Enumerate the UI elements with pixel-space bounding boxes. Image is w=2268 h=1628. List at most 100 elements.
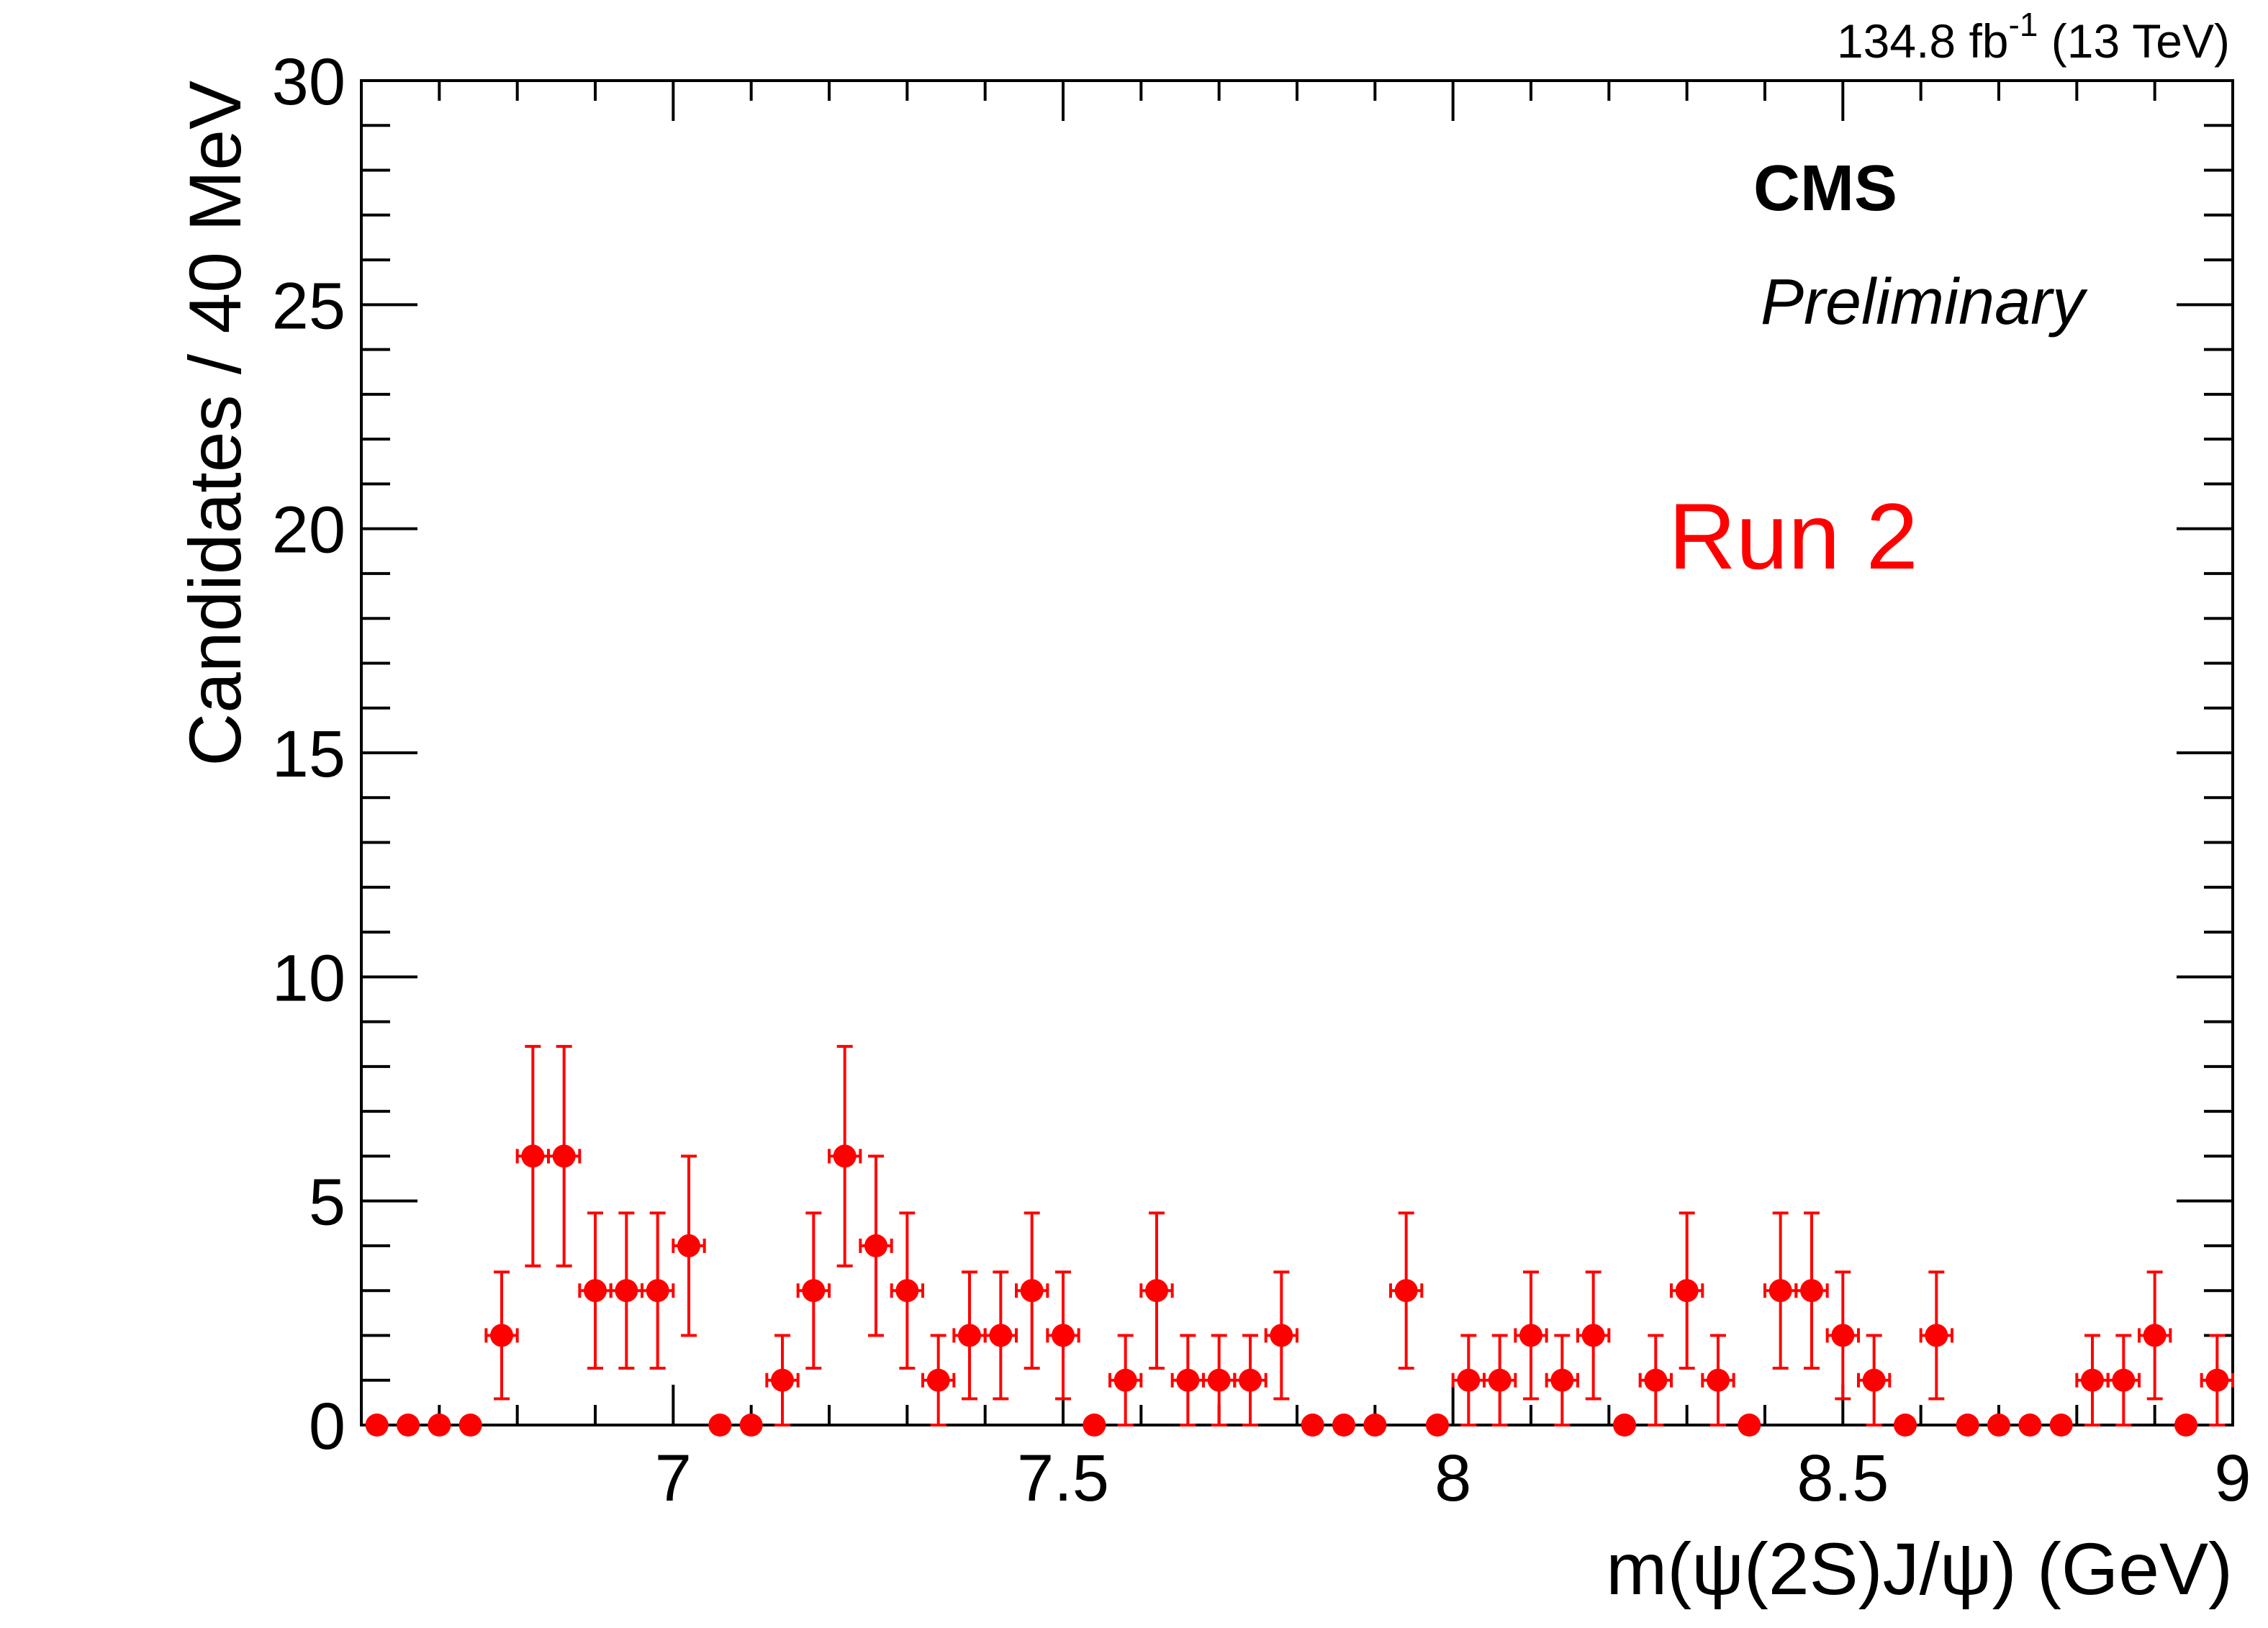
data-marker (1581, 1324, 1605, 1347)
data-marker (1987, 1414, 2010, 1437)
data-point (2138, 1270, 2172, 1401)
data-point (1108, 1334, 1143, 1426)
data-marker (1394, 1279, 1418, 1303)
y-tick-label: 30 (272, 45, 345, 119)
data-marker (1301, 1414, 1324, 1437)
lumi-superscript: -1 (2009, 6, 2038, 43)
x-tick-label: 7 (655, 1442, 692, 1515)
x-tick-label: 7.5 (1017, 1442, 1109, 1515)
data-marker (1052, 1324, 1075, 1347)
data-marker (584, 1279, 607, 1303)
data-point (1363, 1414, 1387, 1437)
data-marker (1426, 1414, 1449, 1437)
data-point (2049, 1414, 2073, 1437)
y-tick-label: 5 (309, 1166, 345, 1239)
data-marker (677, 1234, 700, 1257)
data-marker (802, 1279, 826, 1303)
data-point (515, 1044, 550, 1267)
data-point (1015, 1211, 1049, 1370)
x-tick-label: 8 (1435, 1442, 1471, 1515)
data-point (1451, 1334, 1486, 1426)
data-point (609, 1211, 643, 1370)
data-point (1576, 1270, 1611, 1401)
data-point (765, 1334, 800, 1426)
data-point (1389, 1211, 1424, 1370)
data-point (1545, 1334, 1579, 1426)
data-marker (1613, 1414, 1636, 1437)
data-marker (521, 1144, 545, 1168)
data-point (1763, 1211, 1798, 1370)
data-marker (1488, 1368, 1512, 1392)
data-point (428, 1414, 451, 1437)
data-point (921, 1334, 956, 1426)
data-marker (1519, 1324, 1542, 1347)
data-point (983, 1270, 1018, 1401)
data-point (641, 1211, 675, 1370)
y-tick-label: 25 (272, 269, 345, 343)
y-axis-title: Candidates / 40 MeV (174, 81, 256, 766)
data-marker (2205, 1368, 2229, 1392)
y-tick-label: 20 (272, 494, 345, 567)
data-point (484, 1270, 519, 1401)
status-label: Preliminary (1761, 266, 2088, 338)
data-point (2018, 1414, 2042, 1437)
data-marker (1707, 1368, 1730, 1392)
data-point (2200, 1334, 2234, 1426)
data-point (2075, 1334, 2110, 1426)
data-marker (2081, 1368, 2104, 1392)
data-point (1987, 1414, 2010, 1437)
data-point (2106, 1334, 2141, 1426)
data-marker (428, 1414, 451, 1437)
x-tick-label: 8.5 (1797, 1442, 1889, 1515)
data-point (1670, 1211, 1704, 1370)
axis-ticks-group: 7 7.5 8 8.5 9 0 5 10 15 20 25 30 (272, 45, 2251, 1515)
data-point (739, 1414, 763, 1437)
data-marker (989, 1324, 1013, 1347)
data-point (890, 1211, 924, 1370)
data-marker (1894, 1414, 1917, 1437)
data-marker (458, 1414, 482, 1437)
run-annotation: Run 2 (1668, 484, 1918, 589)
data-marker (1145, 1279, 1168, 1303)
data-marker (615, 1279, 638, 1303)
data-point (1139, 1211, 1174, 1370)
data-point (796, 1211, 831, 1370)
data-point (547, 1044, 582, 1267)
data-marker (739, 1414, 763, 1437)
data-point (1738, 1414, 1761, 1437)
data-marker (1800, 1279, 1823, 1303)
lumi-energy: (13 TeV) (2038, 14, 2230, 68)
data-points-group (365, 1044, 2234, 1437)
data-marker (490, 1324, 513, 1347)
data-point (1894, 1414, 1917, 1437)
y-tick-label: 15 (272, 718, 345, 791)
data-marker (864, 1234, 887, 1257)
x-tick-label: 9 (2214, 1442, 2251, 1515)
data-marker (2143, 1324, 2167, 1347)
data-marker (1363, 1414, 1387, 1437)
data-marker (1956, 1414, 1979, 1437)
data-point (458, 1414, 482, 1437)
experiment-label: CMS (1753, 153, 1897, 225)
data-point (952, 1270, 987, 1401)
data-point (1701, 1334, 1735, 1426)
data-marker (1644, 1368, 1668, 1392)
data-marker (1083, 1414, 1106, 1437)
data-point (1514, 1270, 1548, 1401)
data-point (397, 1414, 420, 1437)
data-marker (552, 1144, 576, 1168)
lumi-label: 134.8 fb-1 (13 TeV) (1837, 6, 2230, 68)
data-marker (1738, 1414, 1761, 1437)
data-marker (895, 1279, 919, 1303)
data-marker (2112, 1368, 2136, 1392)
data-point (578, 1211, 613, 1370)
data-marker (1768, 1279, 1792, 1303)
data-marker (1332, 1414, 1355, 1437)
data-point (1613, 1414, 1636, 1437)
data-marker (365, 1414, 389, 1437)
data-point (1638, 1334, 1673, 1426)
data-point (1301, 1414, 1324, 1437)
data-marker (1270, 1324, 1293, 1347)
data-marker (708, 1414, 732, 1437)
